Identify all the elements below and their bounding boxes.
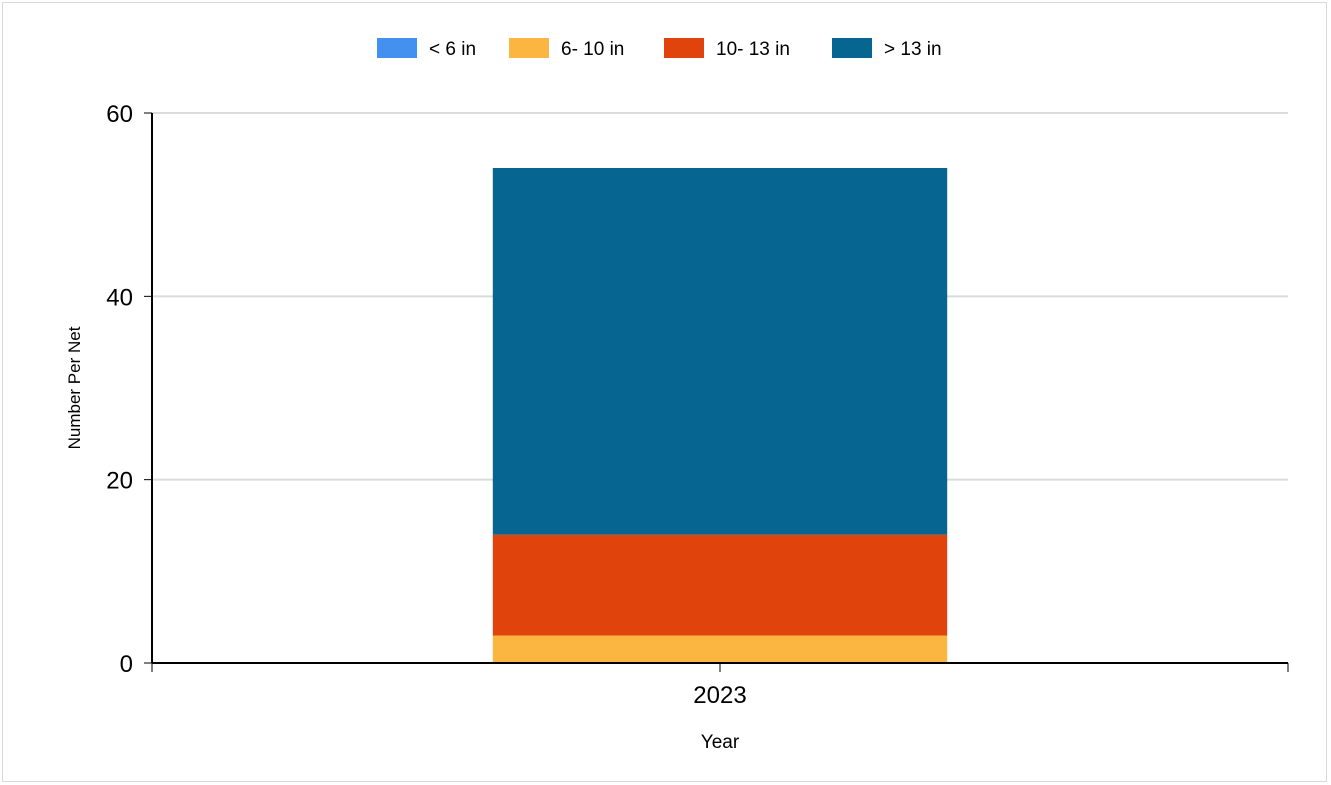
x-tick-labels: 2023 xyxy=(151,663,1289,709)
legend: < 6 in 6- 10 in 10- 13 in > 13 in xyxy=(377,38,942,60)
legend-label: 6- 10 in xyxy=(561,39,624,60)
y-tick-label: 0 xyxy=(120,651,133,678)
y-axis-title: Number Per Net xyxy=(65,326,84,449)
y-tick-label: 60 xyxy=(106,101,133,128)
y-tick-label: 20 xyxy=(106,468,133,495)
legend-label: 10- 13 in xyxy=(716,39,790,60)
bars xyxy=(492,168,948,663)
y-tick-label: 40 xyxy=(106,284,133,311)
legend-label: < 6 in xyxy=(429,39,476,60)
x-axis-title: Year xyxy=(701,732,740,753)
x-tick-label: 2023 xyxy=(693,682,746,709)
bar-segment-2 xyxy=(492,635,948,663)
legend-swatch xyxy=(377,38,417,58)
y-tick-labels: 0 20 40 60 xyxy=(106,101,152,678)
bar-segment-4 xyxy=(492,168,948,535)
bar-segment-3 xyxy=(492,534,948,636)
legend-swatch xyxy=(509,38,549,58)
legend-swatch xyxy=(832,38,872,58)
legend-label: > 13 in xyxy=(884,39,942,60)
legend-swatch xyxy=(664,38,704,58)
